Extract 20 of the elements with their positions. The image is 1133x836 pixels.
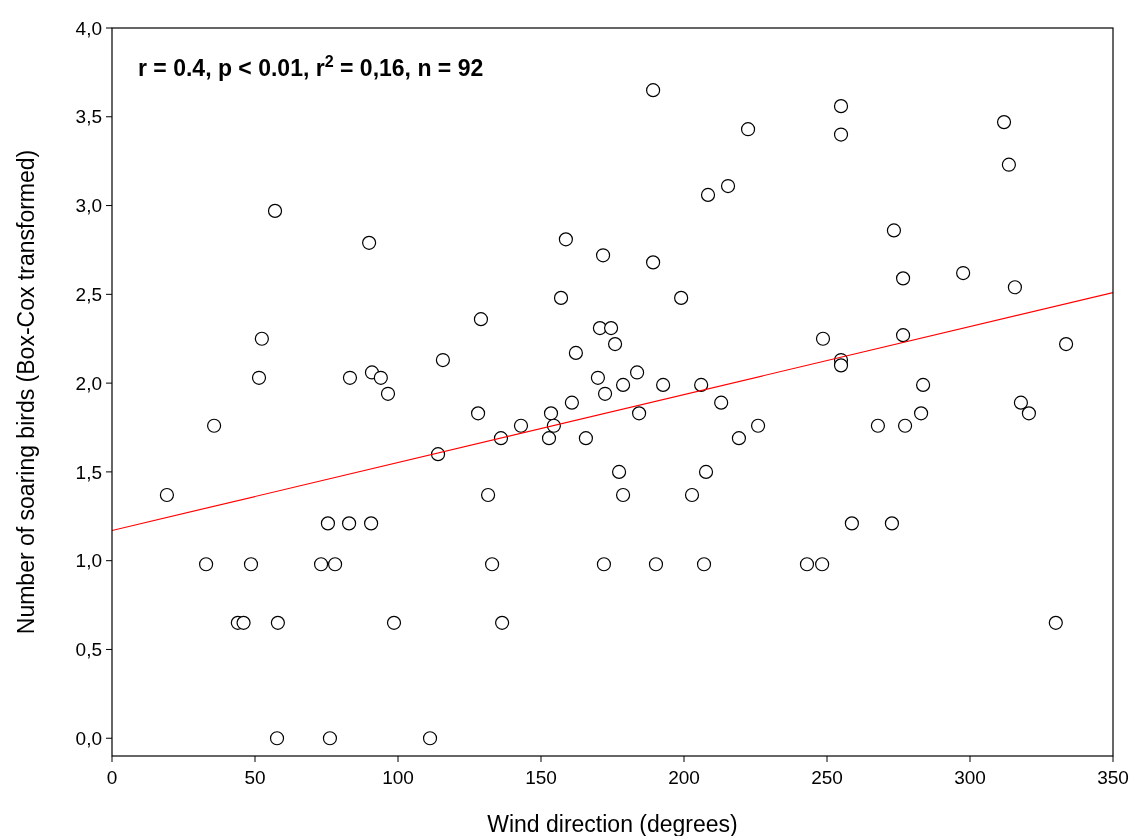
x-tick-label: 200 [668, 767, 700, 788]
y-tick-label: 3,0 [75, 195, 102, 217]
y-tick-label: 1,5 [75, 461, 102, 483]
x-tick-label: 100 [382, 767, 414, 788]
y-axis-title: Number of soaring birds (Box-Cox transformed) [13, 149, 39, 635]
x-tick-label: 250 [811, 767, 843, 788]
x-tick-label: 50 [244, 767, 266, 788]
x-tick-label: 350 [1097, 767, 1129, 788]
x-tick-label: 300 [954, 767, 986, 788]
y-tick-label: 2,0 [75, 372, 102, 394]
x-axis-title: Wind direction (degrees) [487, 811, 738, 836]
x-tick-label: 0 [106, 767, 118, 788]
y-tick-label: 4,0 [75, 17, 102, 39]
y-tick-label: 2,5 [75, 283, 102, 305]
annotation: r = 0.4, p < 0.01, r$^{2}$ = 0,16, n = 92 [138, 52, 484, 81]
y-tick-label: 1,0 [75, 550, 102, 572]
y-tick-label: 3,5 [75, 106, 102, 128]
y-tick-label: 0,0 [75, 727, 102, 749]
x-tick-label: 150 [525, 767, 557, 788]
y-tick-label: 0,5 [75, 639, 102, 661]
